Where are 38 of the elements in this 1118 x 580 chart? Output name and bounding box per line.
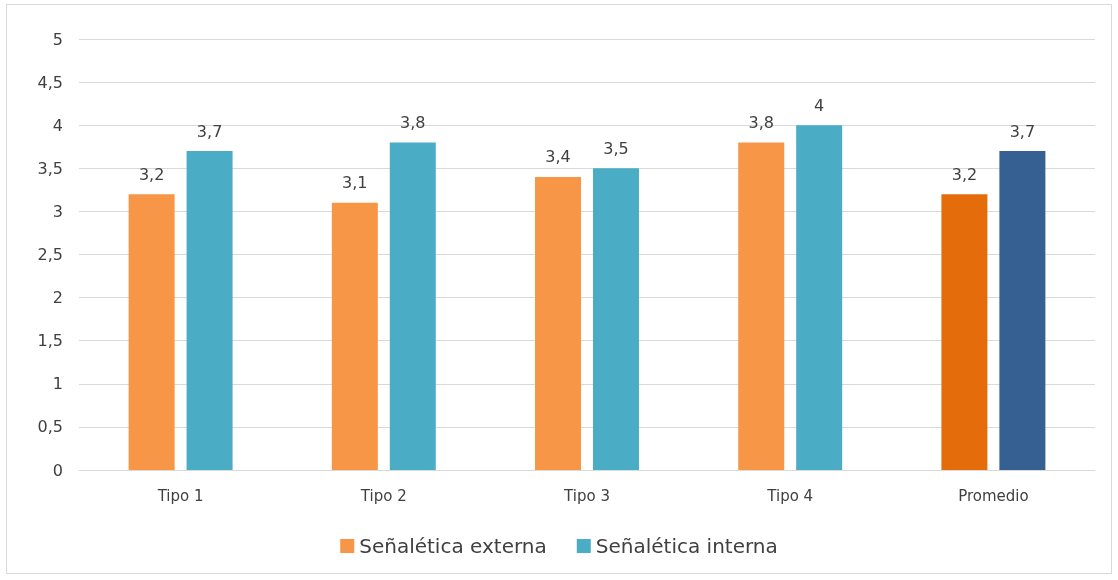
data-label: 3,8 bbox=[400, 112, 426, 132]
x-tick-label: Tipo 3 bbox=[563, 486, 610, 505]
y-tick-label: 0,5 bbox=[37, 417, 63, 437]
y-tick-label: 1,5 bbox=[37, 331, 63, 351]
bar bbox=[389, 142, 436, 470]
y-tick-label: 2 bbox=[52, 288, 63, 308]
y-tick-label: 1 bbox=[52, 374, 63, 394]
bar bbox=[738, 142, 785, 470]
bar bbox=[941, 194, 988, 470]
x-tick-label: Promedio bbox=[958, 486, 1029, 505]
bar bbox=[796, 125, 843, 470]
bar bbox=[186, 151, 233, 470]
data-label: 3,4 bbox=[545, 147, 571, 167]
data-label: 3,2 bbox=[138, 164, 165, 184]
bar bbox=[128, 194, 175, 470]
data-label: 3,7 bbox=[196, 121, 223, 141]
bar bbox=[331, 202, 378, 470]
x-tick-label: Tipo 4 bbox=[766, 486, 814, 505]
y-tick-label: 0 bbox=[52, 460, 63, 480]
x-tick-label: Tipo 1 bbox=[156, 486, 204, 505]
data-label: 4 bbox=[814, 95, 825, 115]
y-tick-label: 2,5 bbox=[37, 245, 63, 264]
bar bbox=[999, 151, 1046, 470]
data-label: 3,1 bbox=[342, 173, 368, 193]
bar bbox=[535, 176, 582, 470]
data-label: 3,8 bbox=[748, 112, 774, 132]
data-label: 3,2 bbox=[951, 164, 978, 184]
y-tick-label: 3 bbox=[52, 201, 63, 221]
legend-label: Señalética interna bbox=[595, 534, 778, 558]
x-tick-label: Tipo 2 bbox=[359, 486, 407, 505]
data-label: 3,5 bbox=[603, 138, 629, 158]
y-tick-label: 4 bbox=[52, 115, 63, 135]
legend-label: Señalética externa bbox=[359, 534, 547, 558]
bar bbox=[592, 168, 639, 470]
y-tick-label: 3,5 bbox=[37, 158, 63, 178]
y-tick-label: 5 bbox=[52, 29, 63, 49]
y-tick-label: 4,5 bbox=[37, 72, 63, 92]
data-label: 3,7 bbox=[1009, 121, 1036, 141]
